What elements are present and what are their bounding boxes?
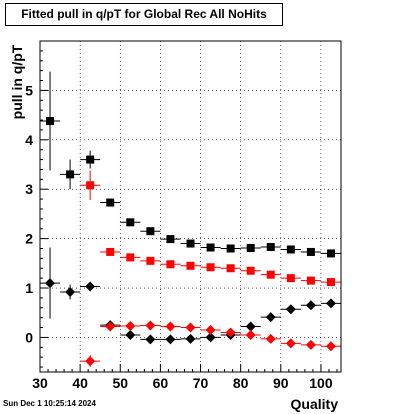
- data-point-square: [186, 261, 195, 270]
- plot-area: [40, 41, 341, 372]
- y-tick-label: 1: [25, 280, 33, 296]
- data-point-square: [146, 256, 155, 265]
- data-point-diamond: [245, 321, 256, 332]
- data-point-diamond: [205, 332, 216, 343]
- data-point-square: [326, 278, 335, 287]
- y-tick-label: 3: [25, 181, 33, 197]
- y-tick-label: 2: [25, 231, 33, 247]
- chart-title: Fitted pull in q/pT for Global Rec All N…: [5, 3, 283, 26]
- data-point-diamond: [165, 321, 176, 332]
- y-axis-label: pull in q/pT: [9, 44, 25, 120]
- data-point-square: [86, 181, 95, 190]
- data-point-diamond: [225, 327, 236, 338]
- x-tick-label: 30: [32, 375, 48, 391]
- data-point-diamond: [105, 321, 116, 332]
- data-point-square: [266, 243, 275, 252]
- data-point-square: [266, 270, 275, 279]
- data-point-diamond: [205, 325, 216, 336]
- data-point-square: [166, 235, 175, 244]
- data-point-square: [126, 253, 135, 262]
- y-tick-label: 0: [25, 329, 33, 345]
- data-point-square: [246, 266, 255, 275]
- data-point-square: [46, 117, 55, 126]
- data-point-diamond: [165, 334, 176, 345]
- x-axis-label: Quality: [290, 396, 338, 412]
- data-point-diamond: [185, 333, 196, 344]
- data-point-diamond: [85, 281, 96, 292]
- x-tick-label: 60: [153, 375, 169, 391]
- data-point-square: [326, 249, 335, 258]
- data-point-square: [246, 243, 255, 252]
- data-point-square: [226, 264, 235, 273]
- data-point-diamond: [145, 320, 156, 331]
- data-point-diamond: [145, 334, 156, 345]
- data-point-diamond: [45, 278, 56, 289]
- data-point-diamond: [125, 321, 136, 332]
- data-point-square: [286, 245, 295, 254]
- timestamp: Sun Dec 1 10:25:14 2024: [3, 399, 96, 408]
- y-tick-label: 5: [25, 82, 33, 98]
- data-point-square: [206, 263, 215, 272]
- y-tick-label: 4: [25, 132, 33, 148]
- data-point-square: [206, 243, 215, 252]
- data-point-diamond: [305, 300, 316, 311]
- data-point-diamond: [285, 338, 296, 349]
- data-point-square: [126, 218, 135, 227]
- data-point-diamond: [245, 329, 256, 340]
- data-point-square: [226, 244, 235, 253]
- data-point-diamond: [325, 298, 336, 309]
- data-point-diamond: [285, 304, 296, 315]
- data-point-diamond: [325, 341, 336, 352]
- x-tick-label: 100: [309, 375, 333, 391]
- x-tick-label: 50: [112, 375, 128, 391]
- plot-frame: [39, 40, 342, 373]
- data-point-square: [146, 227, 155, 236]
- data-point-diamond: [265, 312, 276, 323]
- data-point-square: [186, 239, 195, 248]
- x-tick-label: 40: [72, 375, 88, 391]
- x-tick-label: 80: [233, 375, 249, 391]
- data-point-diamond: [85, 356, 96, 367]
- x-tick-label: 70: [193, 375, 209, 391]
- data-point-square: [306, 276, 315, 285]
- data-point-diamond: [305, 339, 316, 350]
- data-point-square: [166, 260, 175, 269]
- data-point-diamond: [265, 333, 276, 344]
- data-point-square: [286, 274, 295, 283]
- data-point-diamond: [185, 322, 196, 333]
- data-point-square: [106, 247, 115, 256]
- data-point-diamond: [125, 329, 136, 340]
- data-point-square: [66, 170, 75, 179]
- data-point-diamond: [65, 286, 76, 297]
- data-point-square: [86, 155, 95, 164]
- x-tick-label: 90: [273, 375, 289, 391]
- data-point-square: [306, 247, 315, 256]
- data-point-square: [106, 198, 115, 207]
